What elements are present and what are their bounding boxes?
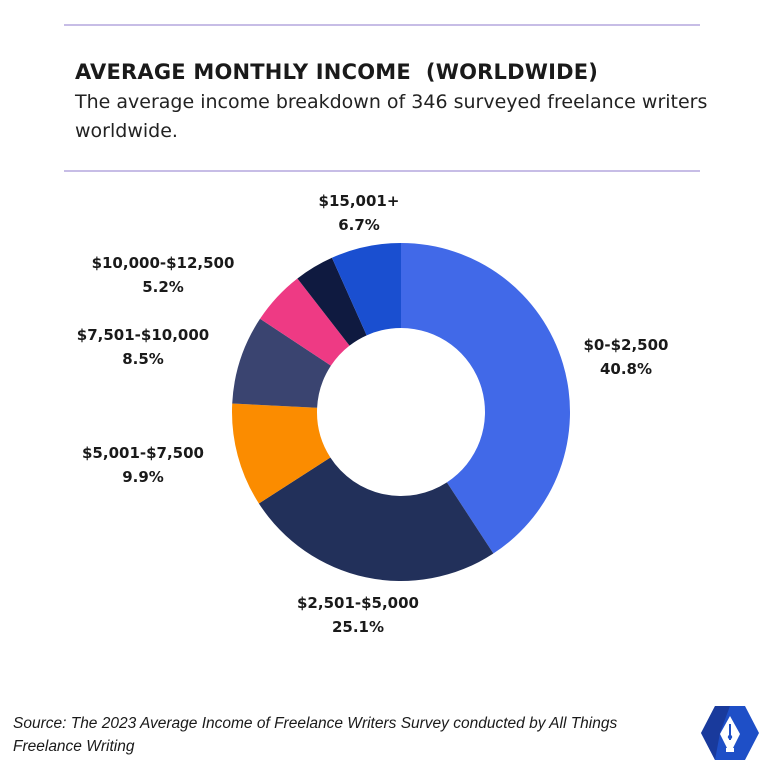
slice-label: $7,501-$10,000 — [77, 326, 209, 344]
top-divider — [64, 24, 700, 26]
pen-nib-hexagon-icon — [701, 706, 759, 760]
slice-label: $15,001+ — [319, 192, 400, 210]
bottom-divider — [64, 170, 700, 172]
slice-label: $5,001-$7,500 — [82, 444, 204, 462]
slice-2-501-5-000 — [258, 457, 494, 581]
slice-value-label: 40.8% — [600, 360, 652, 378]
slice-label: $0-$2,500 — [584, 336, 669, 354]
slice-label-group: $5,001-$7,500 9.9% — [82, 444, 204, 486]
source-note: Source: The 2023 Average Income of Freel… — [13, 715, 618, 755]
slice-label-group: $15,001+ 6.7% — [319, 192, 400, 234]
slice-0-2-500 — [401, 243, 570, 554]
chart-title: AVERAGE MONTHLY INCOME (WORLDWIDE) — [75, 60, 599, 84]
slice-value-label: 25.1% — [332, 618, 384, 636]
slice-label: $10,000-$12,500 — [92, 254, 235, 272]
slice-label-group: $10,000-$12,500 5.2% — [92, 254, 235, 296]
slice-label: $2,501-$5,000 — [297, 594, 419, 612]
slice-label-group: $7,501-$10,000 8.5% — [77, 326, 209, 368]
slice-value-label: 6.7% — [338, 216, 380, 234]
slice-value-label: 9.9% — [122, 468, 164, 486]
slice-unlabeled — [297, 257, 367, 346]
slice-5-001-7-500 — [232, 403, 331, 504]
chart-subtitle: The average income breakdown of 346 surv… — [75, 91, 708, 142]
slice-value-label: 8.5% — [122, 350, 164, 368]
slice-value-label: 5.2% — [142, 278, 184, 296]
slice-7-501-10-000 — [232, 318, 331, 408]
slice-15-001 — [331, 243, 401, 336]
slice-label-group: $2,501-$5,000 25.1% — [297, 594, 419, 636]
slice-label-group: $0-$2,500 40.8% — [584, 336, 669, 378]
slice-10-000-12-500 — [260, 278, 350, 366]
